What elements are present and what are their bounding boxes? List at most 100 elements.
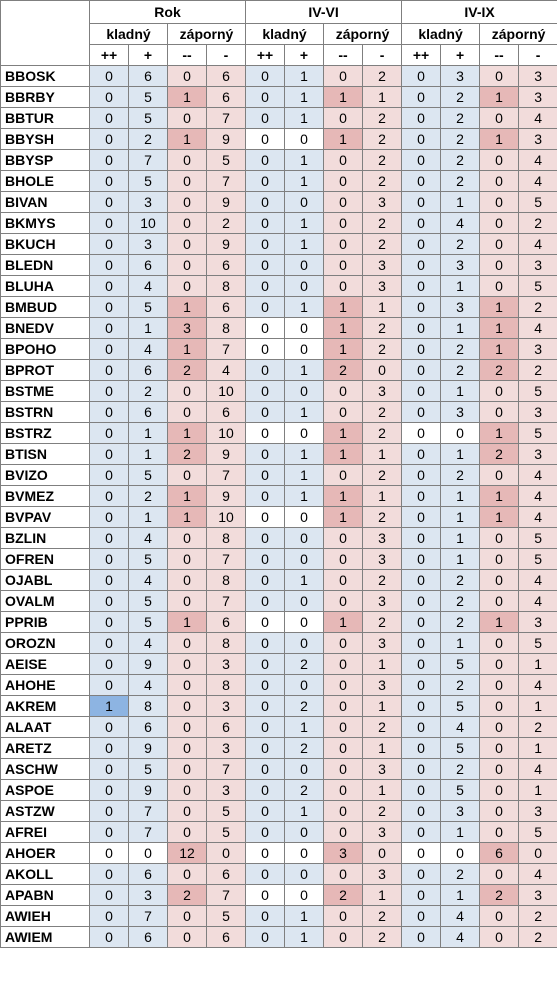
- value-cell: 0: [167, 254, 207, 276]
- station-name: BPROT: [0, 359, 90, 381]
- table-row: BKMYS 0 10 0 2 0 1 0 2 0 4 0 2: [0, 212, 557, 234]
- value-cell: 2: [362, 317, 403, 339]
- value-cell: 2: [362, 905, 403, 927]
- value-cell: 0: [323, 464, 364, 486]
- value-cell: 4: [128, 527, 168, 549]
- value-cell: 10: [128, 212, 168, 234]
- value-cell: 1: [518, 653, 557, 675]
- value-cell: 0: [245, 842, 286, 864]
- value-cell: 0: [323, 107, 364, 129]
- value-cell: 0: [245, 380, 286, 402]
- value-cell: 4: [128, 275, 168, 297]
- value-cell: 2: [362, 65, 403, 87]
- value-cell: 1: [284, 485, 325, 507]
- station-name: OROZN: [0, 632, 90, 654]
- value-cell: 3: [440, 65, 481, 87]
- value-cell: 2: [518, 212, 557, 234]
- value-cell: 0: [167, 716, 207, 738]
- value-cell: 10: [205, 380, 247, 402]
- value-cell: 0: [167, 800, 207, 822]
- value-cell: 7: [205, 884, 247, 906]
- value-cell: 0: [245, 65, 286, 87]
- value-cell: 1: [362, 296, 403, 318]
- table-row: OROZN 0 4 0 8 0 0 0 3 0 1 0 5: [0, 632, 557, 654]
- value-cell: 6: [128, 926, 168, 948]
- value-cell: 0: [89, 86, 129, 108]
- value-cell: 1: [167, 86, 207, 108]
- col-header: --: [167, 44, 207, 66]
- value-cell: 3: [362, 380, 403, 402]
- value-cell: 6: [205, 611, 247, 633]
- value-cell: 0: [167, 674, 207, 696]
- value-cell: 1: [284, 443, 325, 465]
- value-cell: 0: [323, 170, 364, 192]
- table-row: PPRIB 0 5 1 6 0 0 1 2 0 2 1 3: [0, 611, 557, 633]
- value-cell: 0: [401, 464, 442, 486]
- value-cell: 0: [89, 191, 129, 213]
- value-cell: 0: [401, 296, 442, 318]
- value-cell: 0: [245, 401, 286, 423]
- value-cell: 1: [167, 422, 207, 444]
- value-cell: 9: [205, 443, 247, 465]
- value-cell: 0: [323, 821, 364, 843]
- value-cell: 6: [128, 359, 168, 381]
- station-name: BVMEZ: [0, 485, 90, 507]
- value-cell: 8: [205, 569, 247, 591]
- value-cell: 1: [479, 338, 520, 360]
- value-cell: 2: [362, 464, 403, 486]
- value-cell: 0: [89, 569, 129, 591]
- station-name: BBOSK: [0, 65, 90, 87]
- value-cell: 7: [205, 464, 247, 486]
- value-cell: 3: [518, 128, 557, 150]
- value-cell: 1: [167, 485, 207, 507]
- value-cell: 9: [205, 485, 247, 507]
- value-cell: 3: [128, 233, 168, 255]
- value-cell: 0: [89, 905, 129, 927]
- value-cell: 0: [167, 149, 207, 171]
- value-cell: 1: [479, 128, 520, 150]
- value-cell: 0: [401, 422, 442, 444]
- value-cell: 0: [245, 86, 286, 108]
- value-cell: 1: [518, 779, 557, 801]
- value-cell: 0: [401, 359, 442, 381]
- value-cell: 4: [128, 569, 168, 591]
- value-cell: 2: [362, 233, 403, 255]
- table-row: AHOER 0 0 12 0 0 0 3 0 0 0 6 0: [0, 842, 557, 864]
- value-cell: 3: [362, 191, 403, 213]
- value-cell: 0: [401, 632, 442, 654]
- value-cell: 1: [284, 296, 325, 318]
- value-cell: 1: [128, 317, 168, 339]
- value-cell: 8: [205, 632, 247, 654]
- col-header: --: [323, 44, 364, 66]
- value-cell: 4: [518, 233, 557, 255]
- col-header: ++: [89, 44, 129, 66]
- table-row: AKREM 1 8 0 3 0 2 0 1 0 5 0 1: [0, 695, 557, 717]
- value-cell: 3: [128, 191, 168, 213]
- value-cell: 0: [323, 275, 364, 297]
- value-cell: 4: [440, 905, 481, 927]
- value-cell: 0: [167, 464, 207, 486]
- value-cell: 12: [167, 842, 207, 864]
- value-cell: 0: [401, 611, 442, 633]
- value-cell: 0: [89, 170, 129, 192]
- value-cell: 1: [89, 695, 129, 717]
- value-cell: 2: [518, 296, 557, 318]
- station-name: BSTRN: [0, 401, 90, 423]
- value-cell: 9: [128, 653, 168, 675]
- col-header: ++: [401, 44, 442, 66]
- station-name: BHOLE: [0, 170, 90, 192]
- value-cell: 0: [323, 695, 364, 717]
- value-cell: 0: [89, 779, 129, 801]
- table-row: BBTUR 0 5 0 7 0 1 0 2 0 2 0 4: [0, 107, 557, 129]
- value-cell: 0: [245, 737, 286, 759]
- value-cell: 1: [479, 296, 520, 318]
- value-cell: 1: [284, 65, 325, 87]
- value-cell: 5: [205, 800, 247, 822]
- value-cell: 2: [440, 863, 481, 885]
- value-cell: 0: [245, 716, 286, 738]
- value-cell: 0: [89, 443, 129, 465]
- value-cell: 4: [518, 170, 557, 192]
- value-cell: 0: [401, 233, 442, 255]
- value-cell: 0: [401, 737, 442, 759]
- value-cell: 9: [128, 779, 168, 801]
